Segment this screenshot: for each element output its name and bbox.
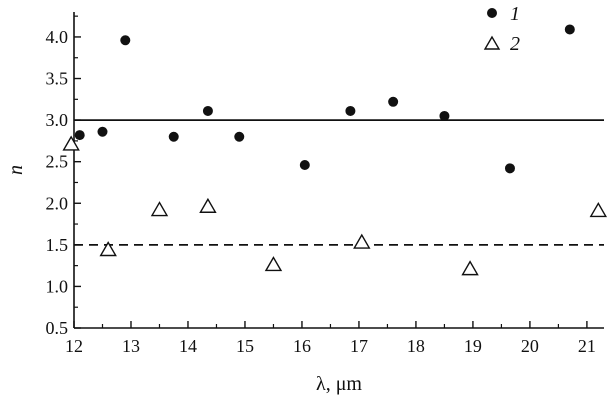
y-tick-label: 2.5 xyxy=(46,152,69,172)
data-point-series-2 xyxy=(264,256,283,272)
data-point-series-2 xyxy=(99,241,117,257)
data-point-series-1 xyxy=(299,160,310,171)
y-tick-label: 3.0 xyxy=(46,110,69,130)
y-tick-label: 1.5 xyxy=(46,235,69,255)
data-point-series-1 xyxy=(504,163,515,174)
data-point-series-2 xyxy=(62,135,80,151)
x-axis-label: λ, μm xyxy=(316,373,362,395)
x-tick-label: 15 xyxy=(236,336,254,356)
data-point-series-1 xyxy=(97,126,108,137)
x-tick-label: 20 xyxy=(521,336,539,356)
data-point-series-2 xyxy=(199,197,217,213)
data-point-series-1 xyxy=(388,96,399,107)
legend-marker-circle xyxy=(487,8,497,18)
legend-label-2: 2 xyxy=(510,33,520,55)
y-tick-label: 3.5 xyxy=(46,69,69,89)
legend-label-1: 1 xyxy=(510,3,520,25)
x-tick-label: 12 xyxy=(65,336,83,356)
legend-item-1: 1 xyxy=(487,3,520,25)
data-point-series-1 xyxy=(74,130,85,141)
x-tick-label: 14 xyxy=(179,336,197,356)
data-point-series-1 xyxy=(202,105,213,116)
x-tick-label: 18 xyxy=(407,336,425,356)
x-tick-label: 16 xyxy=(293,336,311,356)
x-tick-label: 17 xyxy=(350,336,368,356)
data-point-series-1 xyxy=(168,131,179,142)
data-point-series-2 xyxy=(353,233,371,249)
data-series xyxy=(62,24,608,276)
data-point-series-1 xyxy=(564,24,575,35)
x-ticks: 12 13 14 15 16 17 18 19 20 21 xyxy=(65,321,596,356)
legend-marker-triangle xyxy=(483,35,501,50)
y-tick-label: 0.5 xyxy=(46,318,69,338)
x-tick-label: 19 xyxy=(464,336,482,356)
data-point-series-2 xyxy=(589,202,608,218)
y-tick-label: 2.0 xyxy=(46,193,69,213)
legend-item-2: 2 xyxy=(483,33,520,55)
y-tick-label: 1.0 xyxy=(46,276,69,296)
data-point-series-1 xyxy=(345,105,356,116)
legend: 1 2 xyxy=(483,3,520,55)
reference-lines xyxy=(74,119,604,246)
data-point-series-2 xyxy=(150,201,169,217)
x-tick-label: 13 xyxy=(122,336,140,356)
data-point-series-1 xyxy=(234,131,245,142)
data-point-series-2 xyxy=(461,260,479,276)
y-axis-label: n xyxy=(5,165,27,175)
y-tick-label: 4.0 xyxy=(46,27,69,47)
data-point-series-1 xyxy=(120,35,131,46)
plot-frame xyxy=(73,12,604,329)
x-tick-label: 21 xyxy=(578,336,596,356)
data-point-series-1 xyxy=(439,110,450,121)
y-ticks: 0.5 1.0 1.5 2.0 2.5 3.0 3.5 4.0 xyxy=(46,15,81,338)
